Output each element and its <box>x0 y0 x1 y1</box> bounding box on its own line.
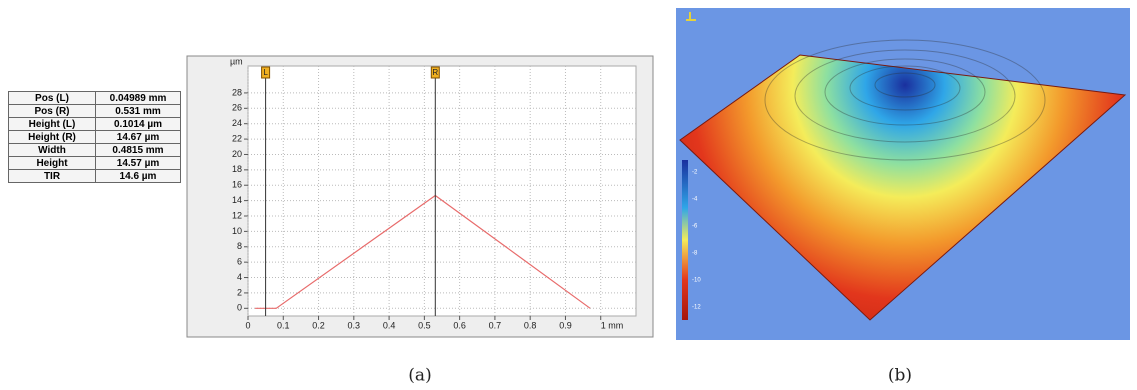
y-tick-label: 14 <box>232 195 242 205</box>
value-cell: 14.6 µm <box>95 169 181 183</box>
x-tick-label: 1 mm <box>601 320 624 330</box>
value-cell: 0.1014 µm <box>95 117 181 131</box>
y-tick-label: 26 <box>232 103 242 113</box>
y-tick-label: 12 <box>232 210 242 220</box>
table-row: Height 14.57 µm <box>8 156 181 170</box>
y-tick-label: 20 <box>232 149 242 159</box>
table-row: Width 0.4815 mm <box>8 143 181 157</box>
x-tick-label: 0 <box>245 320 250 330</box>
x-tick-label: 0.2 <box>312 320 325 330</box>
colorbar-tick-label: -10 <box>692 278 701 284</box>
axis-icon <box>686 12 696 21</box>
colorbar-tick-label: -8 <box>692 251 698 257</box>
x-tick-label: 0.8 <box>524 320 537 330</box>
table-row: Pos (L) 0.04989 mm <box>8 91 181 105</box>
colorbar <box>682 160 688 320</box>
x-tick-label: 0.7 <box>489 320 502 330</box>
x-tick-label: 0.9 <box>559 320 572 330</box>
label-cell: Height (L) <box>8 117 96 131</box>
label-cell: TIR <box>8 169 96 183</box>
plot-area <box>247 65 637 317</box>
y-tick-label: 4 <box>237 272 242 282</box>
colorbar-tick-label: -4 <box>692 197 698 203</box>
label-cell: Height <box>8 156 96 170</box>
colorbar-tick-label: -6 <box>692 224 698 230</box>
x-tick-label: 0.3 <box>348 320 361 330</box>
measurement-table: Pos (L) 0.04989 mm Pos (R) 0.531 mm Height (… <box>8 91 181 183</box>
y-tick-label: 22 <box>232 133 242 143</box>
x-tick-label: 0.6 <box>453 320 466 330</box>
y-tick-label: 0 <box>237 303 242 313</box>
value-cell: 0.04989 mm <box>95 91 181 105</box>
surface <box>679 54 1127 321</box>
y-tick-label: 16 <box>232 180 242 190</box>
y-tick-label: 10 <box>232 226 242 236</box>
y-tick-label: 6 <box>237 257 242 267</box>
colorbar-tick-label: -2 <box>692 170 698 176</box>
y-unit-label: µm <box>230 56 243 66</box>
caption: (b) <box>888 366 912 386</box>
y-tick-label: 18 <box>232 164 242 174</box>
cursor-flag <box>261 66 271 79</box>
table-row: Height (R) 14.67 µm <box>8 130 181 144</box>
cursor-label: L <box>263 68 268 77</box>
colorbar-tick-label: -12 <box>692 305 701 311</box>
y-tick-label: 24 <box>232 118 242 128</box>
surface-image <box>676 8 1130 340</box>
y-tick-label: 28 <box>232 87 242 97</box>
x-tick-label: 0.1 <box>277 320 290 330</box>
table-row: Height (L) 0.1014 µm <box>8 117 181 131</box>
x-tick-label: 0.5 <box>418 320 431 330</box>
table-row: TIR 14.6 µm <box>8 169 181 183</box>
cursor-label: R <box>432 68 438 77</box>
cursor-flag <box>430 66 440 79</box>
label-cell: Width <box>8 143 96 157</box>
caption: (a) <box>408 366 431 386</box>
x-tick-label: 0.4 <box>383 320 396 330</box>
colorbar-ticks: -2 -4 -6 -8 -10 -12 <box>692 170 701 311</box>
value-cell: 14.67 µm <box>95 130 181 144</box>
contours <box>764 39 1046 161</box>
y-tick-label: 2 <box>237 287 242 297</box>
label-cell: Pos (L) <box>8 91 96 105</box>
y-tick-label: 8 <box>237 241 242 251</box>
